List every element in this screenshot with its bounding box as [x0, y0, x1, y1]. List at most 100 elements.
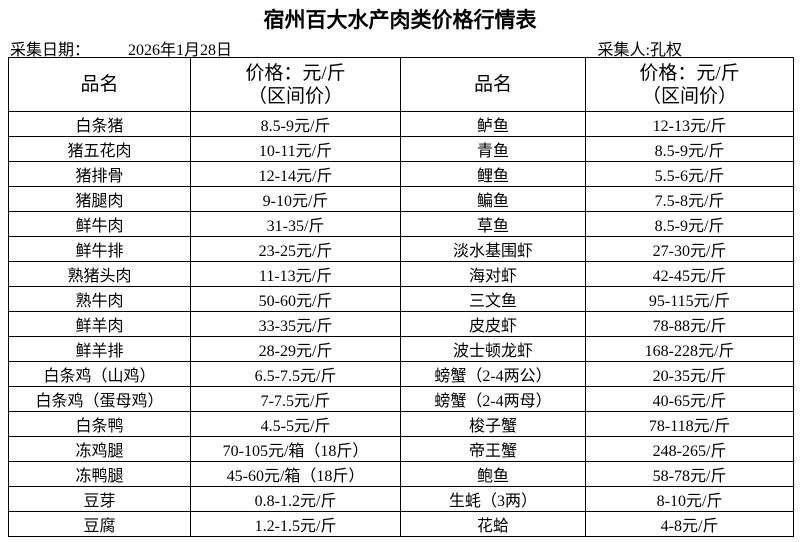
- table-row: 熟牛肉 50-60元/斤 三文鱼 95-115元/斤: [8, 286, 794, 312]
- price-cell: 9-10元/斤: [190, 186, 401, 212]
- price-cell: 8-10元/斤: [585, 486, 794, 512]
- table-row: 鲜牛排 23-25元/斤 淡水基围虾 27-30元/斤: [8, 236, 794, 262]
- table-row: 冻鸡腿 70-105元/箱（18斤） 帝王蟹 248-265/斤: [8, 436, 794, 462]
- price-cell: 5.5-6元/斤: [585, 161, 794, 187]
- name-cell: 熟牛肉: [8, 286, 191, 312]
- name-cell: 豆腐: [8, 511, 191, 537]
- name-cell: 梭子蟹: [400, 411, 586, 437]
- table-row: 白条鸭 4.5-5元/斤 梭子蟹 78-118元/斤: [8, 411, 794, 437]
- name-cell: 鲜牛排: [8, 236, 191, 262]
- name-cell: 熟猪头肉: [8, 261, 191, 287]
- price-cell: 50-60元/斤: [190, 286, 401, 312]
- name-cell: 海对虾: [400, 261, 586, 287]
- date: 2026年1月28日: [128, 42, 233, 59]
- name-cell: 草鱼: [400, 211, 586, 237]
- name-cell: 帝王蟹: [400, 436, 586, 462]
- name-cell: 淡水基围虾: [400, 236, 586, 262]
- name-cell: 白条鸭: [8, 411, 191, 437]
- name-cell: 三文鱼: [400, 286, 586, 312]
- price-cell: 27-30元/斤: [585, 236, 794, 262]
- name-cell: 猪排骨: [8, 161, 191, 187]
- price-cell: 23-25元/斤: [190, 236, 401, 262]
- header-cell: 价格：元/斤 （区间价）: [190, 57, 401, 112]
- table-row: 猪排骨 12-14元/斤 鲤鱼 5.5-6元/斤: [8, 161, 794, 187]
- name-cell: 鲜牛肉: [8, 211, 191, 237]
- table-row: 白条猪 8.5-9元/斤 鲈鱼 12-13元/斤: [8, 111, 794, 137]
- name-cell: 冻鸭腿: [8, 461, 191, 487]
- collector: 采集人:孔权: [597, 42, 682, 59]
- table-row: 鲜羊肉 33-35元/斤 皮皮虾 78-88元/斤: [8, 311, 794, 337]
- header-text: （区间价）: [247, 85, 343, 107]
- price-cell: 7-7.5元/斤: [190, 386, 401, 412]
- header-text: 品名: [473, 74, 512, 95]
- name-cell: 鲈鱼: [400, 111, 586, 137]
- table-row: 猪腿肉 9-10元/斤 鳊鱼 7.5-8元/斤: [8, 186, 794, 212]
- price-cell: 28-29元/斤: [190, 336, 401, 362]
- price-cell: 10-11元/斤: [190, 136, 401, 162]
- header-cell: 价格：元/斤 （区间价）: [585, 57, 794, 112]
- date-label: 采集日期：: [10, 42, 91, 59]
- price-cell: 4-8元/斤: [585, 511, 794, 537]
- price-cell: 0.8-1.2元/斤: [190, 486, 401, 512]
- name-cell: 皮皮虾: [400, 311, 586, 337]
- price-cell: 42-45元/斤: [585, 261, 794, 287]
- price-cell: 40-65元/斤: [585, 386, 794, 412]
- price-cell: 248-265/斤: [585, 436, 794, 462]
- price-cell: 78-118元/斤: [585, 411, 794, 437]
- price-cell: 12-13元/斤: [585, 111, 794, 137]
- price-cell: 1.2-1.5元/斤: [190, 511, 401, 537]
- table-row: 白条鸡（山鸡） 6.5-7.5元/斤 螃蟹（2-4两公） 20-35元/斤: [8, 361, 794, 387]
- name-cell: 花蛤: [400, 511, 586, 537]
- price-cell: 8.5-9元/斤: [190, 111, 401, 137]
- price-cell: 8.5-9元/斤: [585, 211, 794, 237]
- meta: 采集日期： 2026年1月28日 采集人:孔权: [10, 36, 790, 59]
- table-row: 熟猪头肉 11-13元/斤 海对虾 42-45元/斤: [8, 261, 794, 287]
- name-cell: 猪腿肉: [8, 186, 191, 212]
- name-cell: 螃蟹（2-4两公）: [400, 361, 586, 387]
- price-cell: 31-35/斤: [190, 211, 401, 237]
- title: 宿州百大水产肉类价格行情表: [263, 8, 537, 32]
- name-cell: 鲜羊肉: [8, 311, 191, 337]
- table-row: 猪五花肉 10-11元/斤 青鱼 8.5-9元/斤: [8, 136, 794, 162]
- header-text: 品名: [80, 74, 119, 95]
- name-cell: 螃蟹（2-4两母）: [400, 386, 586, 412]
- table-row: 鲜羊排 28-29元/斤 波士顿龙虾 168-228元/斤: [8, 336, 794, 362]
- price-cell: 95-115元/斤: [585, 286, 794, 312]
- table-body: 白条猪 8.5-9元/斤 鲈鱼 12-13元/斤 猪五花肉 10-11元/斤 青鱼 8.5-9…: [8, 111, 794, 537]
- name-cell: 鳊鱼: [400, 186, 586, 212]
- price-cell: 6.5-7.5元/斤: [190, 361, 401, 387]
- price-cell: 70-105元/箱（18斤）: [190, 436, 401, 462]
- table-row: 冻鸭腿 45-60元/箱（18斤） 鲍鱼 58-78元/斤: [8, 461, 794, 487]
- header-cell: 品名: [8, 57, 191, 112]
- name-cell: 白条鸡（山鸡）: [8, 361, 191, 387]
- header-text: （区间价）: [641, 85, 737, 107]
- name-cell: 冻鸡腿: [8, 436, 191, 462]
- header-row: 品名 价格：元/斤 （区间价） 品名 价格：元/斤 （区间价）: [8, 57, 794, 112]
- name-cell: 鲍鱼: [400, 461, 586, 487]
- name-cell: 白条猪: [8, 111, 191, 137]
- header-text: 价格：元/斤: [639, 62, 740, 84]
- price-cell: 12-14元/斤: [190, 161, 401, 187]
- name-cell: 生蚝（3两）: [400, 486, 586, 512]
- header-text: 价格：元/斤: [245, 62, 346, 84]
- price-cell: 8.5-9元/斤: [585, 136, 794, 162]
- price-cell: 33-35元/斤: [190, 311, 401, 337]
- price-cell: 58-78元/斤: [585, 461, 794, 487]
- name-cell: 猪五花肉: [8, 136, 191, 162]
- price-cell: 78-88元/斤: [585, 311, 794, 337]
- name-cell: 波士顿龙虾: [400, 336, 586, 362]
- table-row: 白条鸡（蛋母鸡） 7-7.5元/斤 螃蟹（2-4两母） 40-65元/斤: [8, 386, 794, 412]
- price-cell: 11-13元/斤: [190, 261, 401, 287]
- table-row: 豆腐 1.2-1.5元/斤 花蛤 4-8元/斤: [8, 511, 794, 537]
- name-cell: 鲤鱼: [400, 161, 586, 187]
- table-row: 鲜牛肉 31-35/斤 草鱼 8.5-9元/斤: [8, 211, 794, 237]
- name-cell: 豆芽: [8, 486, 191, 512]
- price-cell: 4.5-5元/斤: [190, 411, 401, 437]
- name-cell: 青鱼: [400, 136, 586, 162]
- price-cell: 45-60元/箱（18斤）: [190, 461, 401, 487]
- price-cell: 7.5-8元/斤: [585, 186, 794, 212]
- price-cell: 20-35元/斤: [585, 361, 794, 387]
- name-cell: 鲜羊排: [8, 336, 191, 362]
- header-cell: 品名: [400, 57, 586, 112]
